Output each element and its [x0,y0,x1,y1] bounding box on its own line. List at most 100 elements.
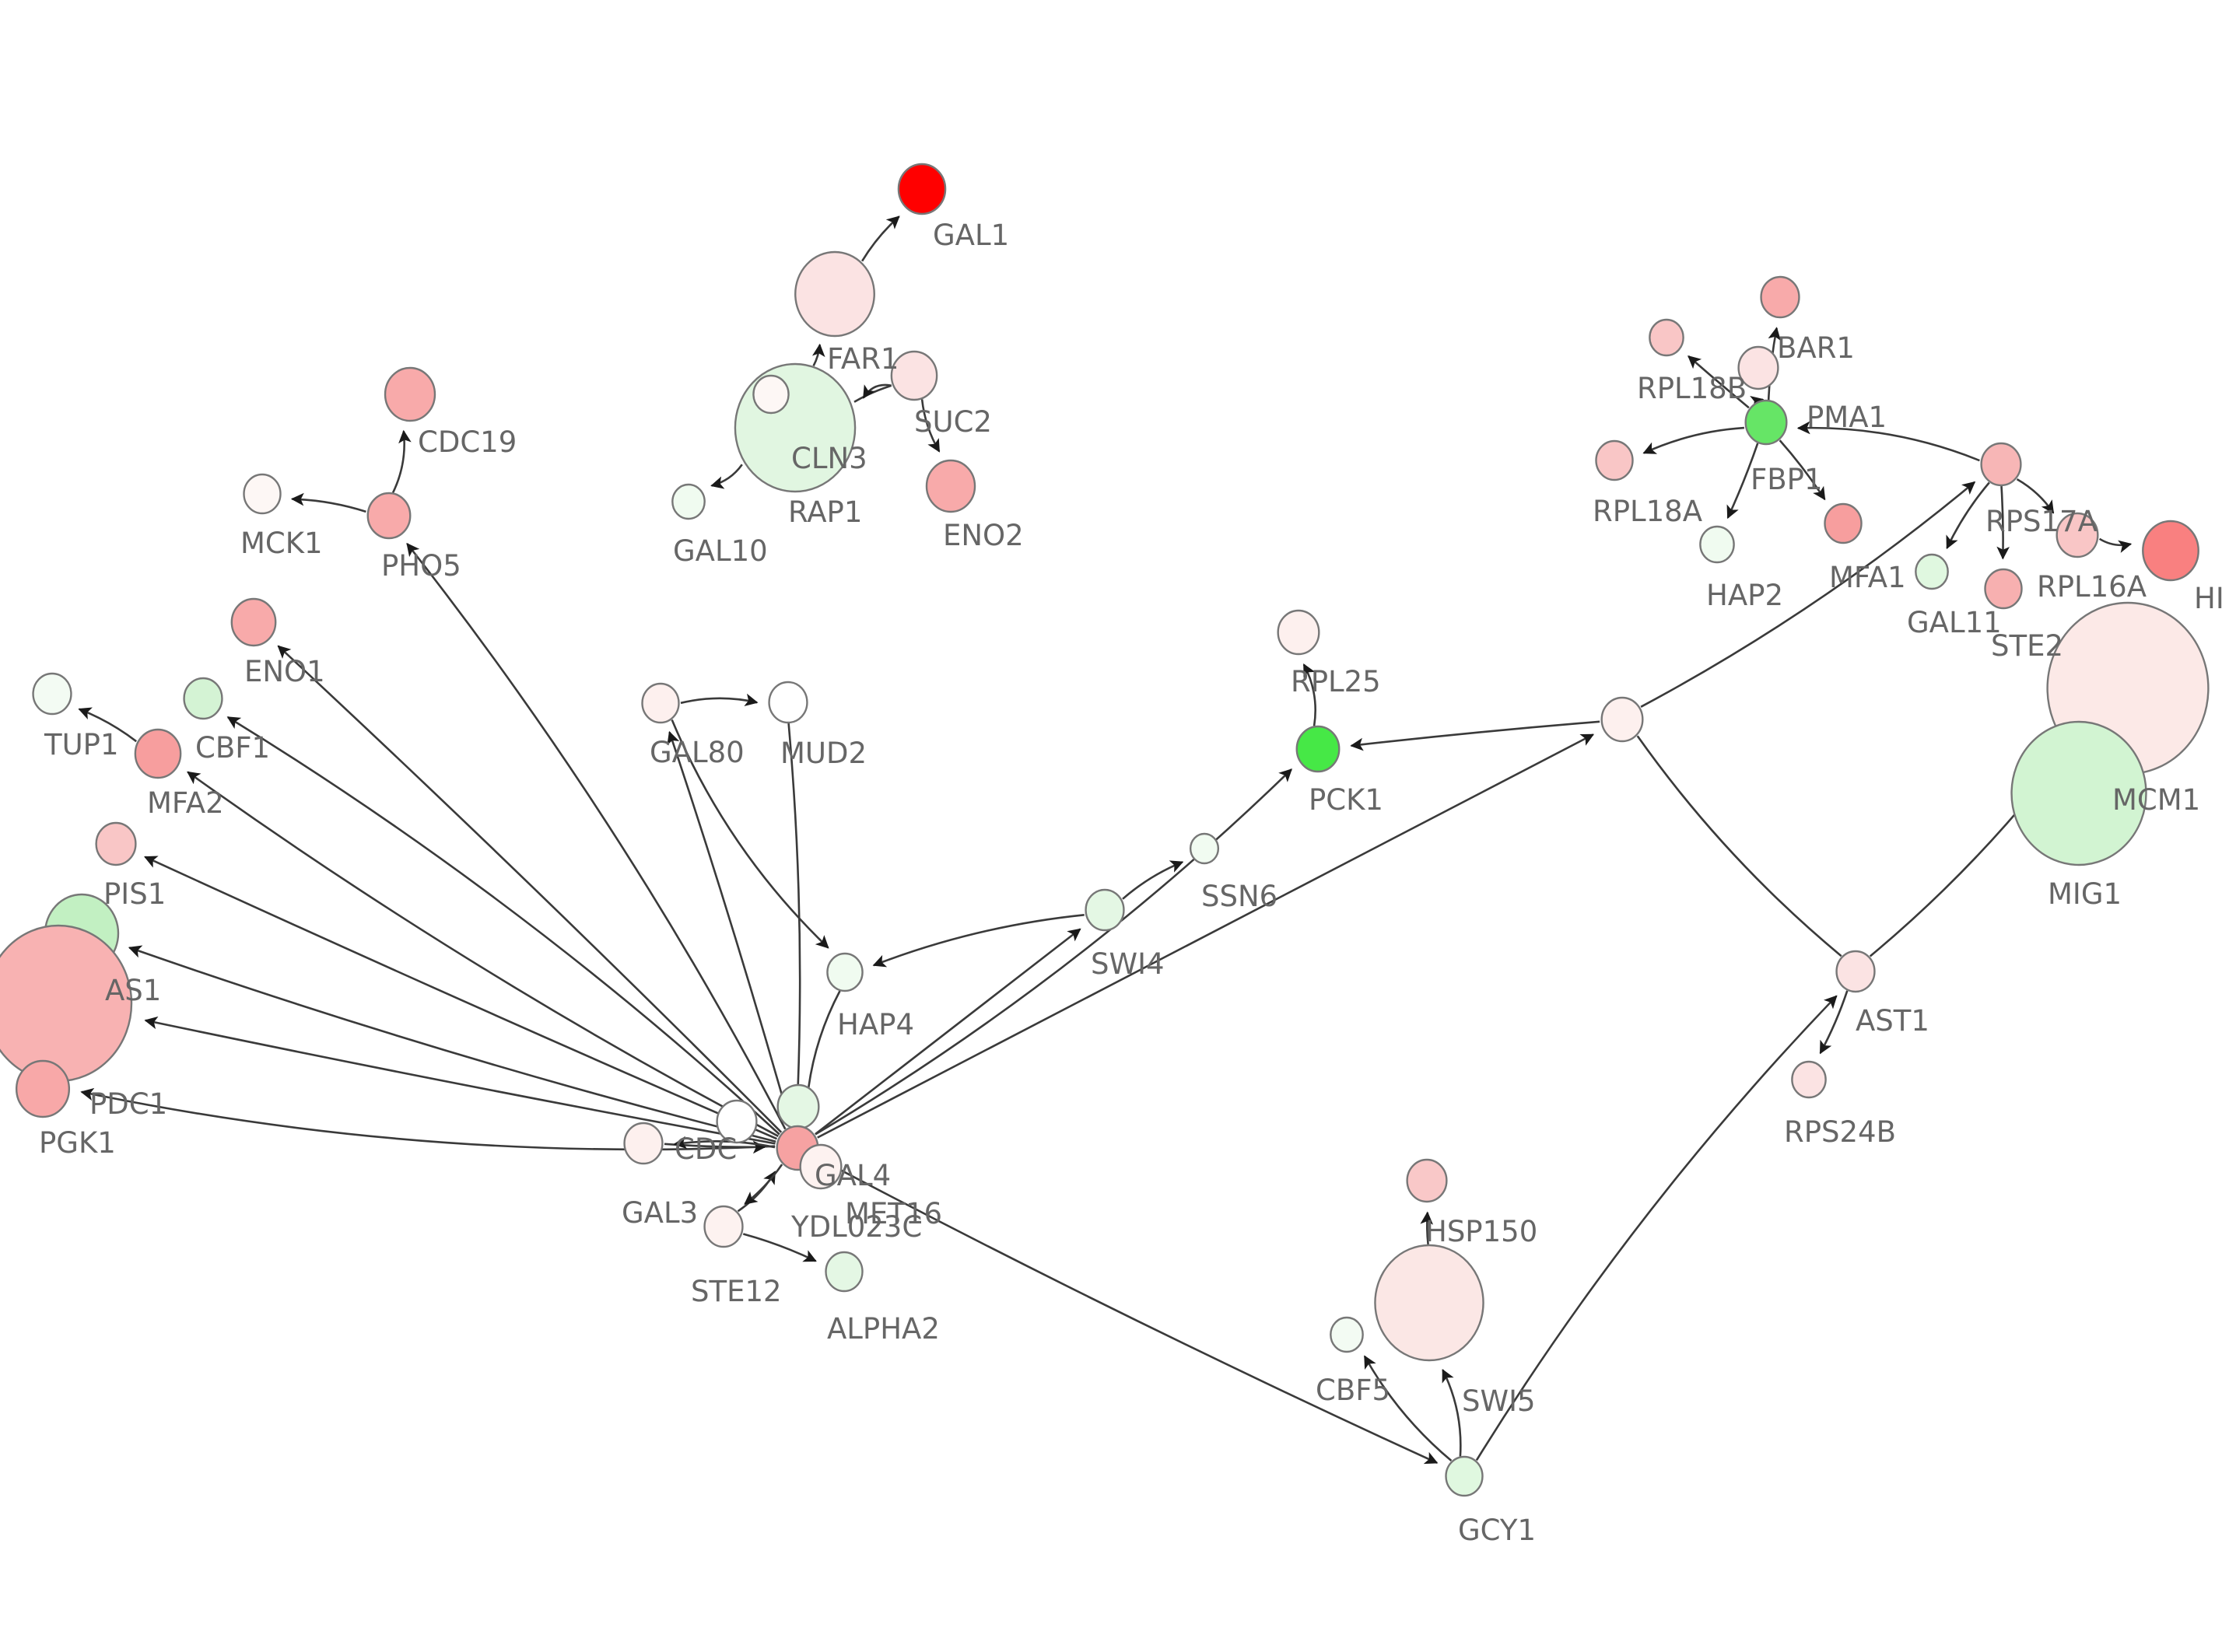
graph-node-rps24b[interactable] [1791,1060,1827,1099]
graph-node-mfa1[interactable] [1824,502,1863,544]
graph-node-tup1[interactable] [32,672,72,716]
graph-node-gal80[interactable] [641,682,680,724]
graph-edge [815,768,1292,1136]
graph-node-rpl18a[interactable] [1595,439,1634,481]
graph-edge [226,716,780,1136]
graph-edge [744,1164,783,1205]
graph-node-bar1[interactable] [1760,275,1800,319]
graph-node-hap2[interactable] [1699,525,1735,564]
graph-edge [680,693,759,707]
graph-node-alpha2[interactable] [825,1251,864,1293]
graph-edge [1642,426,1744,454]
graph-edge [1122,860,1184,900]
graph-edge [78,707,137,743]
graph-edge [1420,1211,1434,1245]
graph-node-swi5[interactable] [1374,1244,1484,1362]
graph-node-his4[interactable] [2142,520,2199,582]
graph-node-ste12[interactable] [703,1205,744,1248]
graph-node-rps17a[interactable] [1980,442,2022,487]
graph-edge [742,1233,817,1262]
graph-node-ste2[interactable] [1984,568,2023,610]
graph-edge [1363,1355,1453,1461]
graph-node-gal3[interactable] [623,1122,664,1165]
graph-edge [710,464,743,489]
graph-edge [1475,995,1838,1461]
graph-edge [787,723,804,1117]
graph-node-mig1[interactable] [2010,720,2147,866]
graph-edge [80,1087,776,1151]
graph-node-pck1[interactable] [1295,725,1341,773]
graph-edge [817,1157,1439,1465]
graph-edge [406,542,787,1130]
graph-node-fbp1[interactable] [1744,399,1788,446]
graph-edge [2016,478,2055,514]
graph-node-rpl16a[interactable] [2056,512,2099,558]
graph-node-pdc1[interactable] [0,924,133,1083]
graph-node-pma1[interactable] [1737,345,1779,390]
graph-node-gal10[interactable] [671,483,706,520]
graph-edge [667,730,792,1127]
graph-node-ssn6[interactable] [1189,832,1220,865]
graph-edge [144,856,778,1140]
graph-node-pho5[interactable] [366,492,412,540]
graph-edge [673,1136,776,1150]
graph-node-far1[interactable] [794,250,875,338]
graph-edge [1350,720,1600,751]
graph-edge [277,645,783,1133]
graph-edge [671,719,829,949]
graph-edge [1726,443,1759,520]
graph-node-mck1[interactable] [243,473,282,515]
graph-edge [1779,439,1826,501]
graph-edge [1302,663,1316,726]
graph-node-eno1[interactable] [230,597,277,647]
graph-node-rap1[interactable] [752,374,790,415]
graph-node-gal1[interactable] [897,163,947,215]
graph-edge [2098,537,2133,553]
graph-node-hsp150[interactable] [1406,1158,1448,1203]
graph-edge [860,215,900,262]
graph-edge [187,771,779,1137]
graph-node-pis1[interactable] [95,821,137,866]
graph-edge [290,492,366,513]
graph-edge [1636,735,1842,957]
graph-node-eno2[interactable] [925,459,976,513]
graph-edge [862,383,892,399]
graph-edge [815,928,1081,1136]
graph-node-suc2[interactable] [890,350,938,401]
graph-node-mfa2[interactable] [134,728,182,779]
graph-node-rpl25[interactable] [1277,609,1320,656]
graph-node-cbf1[interactable] [183,677,223,720]
graph-edge [391,429,412,493]
graph-node-mud2[interactable] [768,681,808,724]
graph-edge [1688,355,1750,409]
graph-edge [817,733,1595,1139]
graph-node-ast1[interactable] [1835,950,1876,993]
graph-node-cln3[interactable] [734,362,857,493]
graph-edge [128,945,776,1143]
graph-node-unl1[interactable] [1600,696,1644,743]
graph-edge [1996,485,2010,560]
graph-node-cdc19[interactable] [384,366,436,422]
graph-node-cdcx[interactable] [716,1099,758,1144]
graph-node-pgk1[interactable] [15,1059,71,1118]
graph-node-met16[interactable] [776,1083,820,1130]
graph-edge [1819,990,1849,1055]
graph-edge [920,399,941,453]
graph-node-swi4[interactable] [1085,888,1125,932]
graph-node-gcy1[interactable] [1445,1455,1484,1497]
graph-node-ydl023c[interactable] [799,1143,843,1190]
graph-node-gal11[interactable] [1915,553,1949,590]
graph-edge [872,914,1085,968]
graph-node-cbf5[interactable] [1330,1316,1364,1353]
graph-node-rpl18b[interactable] [1649,318,1684,357]
graph-edge [1442,1368,1462,1457]
graph-edge [811,343,825,367]
graph-edge [1640,481,1976,708]
graph-edge [1796,421,1980,462]
graph-node-hap4[interactable] [826,952,864,992]
graph-edge [1946,481,1990,550]
graph-edge [144,1016,776,1145]
